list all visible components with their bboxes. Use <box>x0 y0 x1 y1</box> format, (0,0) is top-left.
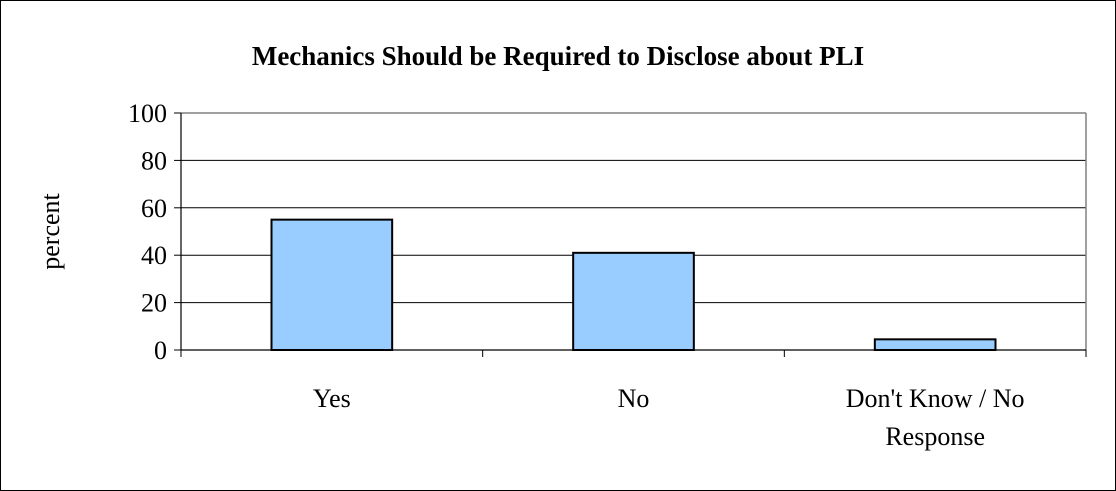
bar-no[interactable] <box>572 251 695 351</box>
category-label-line: No <box>618 384 650 413</box>
bar-don-t-know-no-response[interactable] <box>873 338 997 351</box>
category-label: No <box>618 384 650 413</box>
chart-title: Mechanics Should be Required to Disclose… <box>251 41 865 71</box>
y-tick-label: 60 <box>141 194 167 223</box>
category-label-line: Yes <box>313 384 351 413</box>
category-label: Yes <box>313 384 351 413</box>
y-axis-title: percent <box>36 192 65 269</box>
y-tick-label: 100 <box>128 99 167 128</box>
bar-yes[interactable] <box>270 218 394 351</box>
category-label-line: Response <box>885 422 985 451</box>
y-tick-label: 80 <box>141 146 167 175</box>
y-tick-label: 0 <box>154 336 167 365</box>
category-label: Don't Know / No Response <box>846 384 1025 451</box>
y-tick-label: 20 <box>141 289 167 318</box>
category-label-line: Don't Know / No <box>846 384 1025 413</box>
y-tick-label: 40 <box>141 241 167 270</box>
